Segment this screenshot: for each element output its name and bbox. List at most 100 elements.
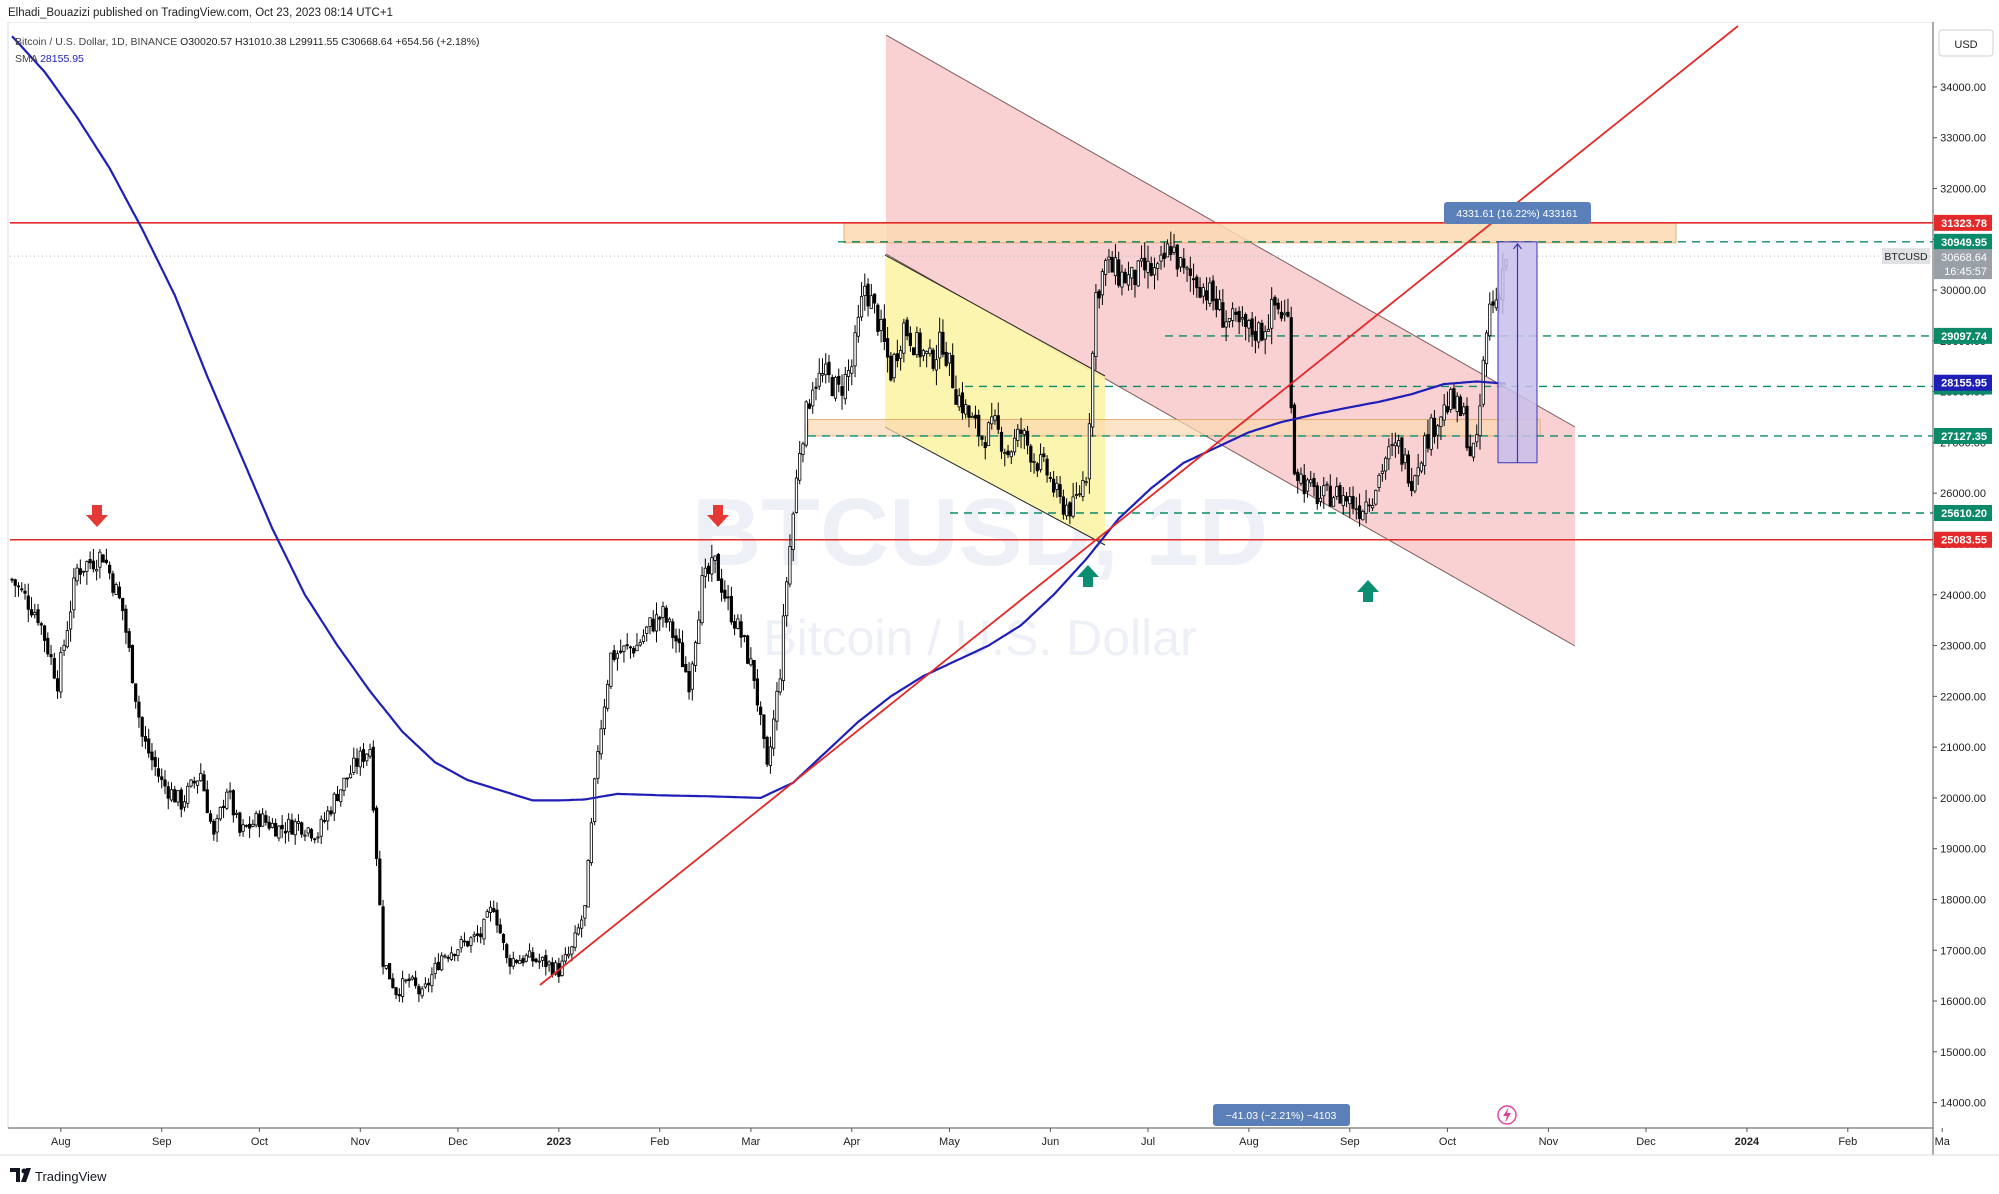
currency-box[interactable] [1938, 29, 1994, 57]
candle [661, 601, 665, 628]
candle [345, 777, 349, 788]
candle [313, 837, 317, 844]
candle [794, 469, 799, 514]
candle [355, 748, 359, 775]
flag-upper-line[interactable] [884, 254, 1106, 377]
candle [1266, 314, 1271, 332]
candle [511, 951, 515, 970]
candle [589, 817, 593, 866]
arrow-down-icon [86, 505, 108, 527]
candle [908, 326, 912, 352]
candle [42, 624, 47, 653]
candle [1296, 468, 1300, 494]
candle [596, 745, 600, 784]
descending-channel[interactable] [886, 35, 1575, 646]
candle [934, 344, 939, 386]
candle [925, 350, 929, 368]
candle [436, 953, 441, 971]
candle [186, 782, 190, 808]
candle [876, 303, 880, 336]
candle [527, 943, 532, 958]
candle [52, 652, 56, 680]
candle [1286, 298, 1290, 318]
candle [1022, 428, 1026, 450]
x-tick-label: Aug [1239, 1136, 1259, 1148]
candle [309, 827, 314, 842]
sma-line[interactable] [11, 35, 1507, 802]
candle [358, 746, 362, 776]
candle [1165, 239, 1170, 258]
candle [212, 818, 216, 841]
candle [928, 339, 932, 357]
tradingview-logo-text: TradingView [35, 1169, 107, 1184]
candle [1357, 493, 1362, 527]
candle [830, 374, 834, 397]
level-badge-29097.74: 29097.74 [1941, 331, 1988, 343]
candle [1302, 464, 1306, 503]
ascending-trendline[interactable] [539, 25, 1739, 986]
candle [449, 946, 454, 962]
candle [1214, 286, 1218, 318]
candle [319, 815, 323, 845]
candle [352, 747, 356, 776]
candle [798, 441, 802, 485]
candle [300, 821, 304, 838]
candle [762, 714, 766, 749]
candle [983, 436, 987, 460]
y-tick-label: 24000.00 [1940, 590, 1986, 602]
candle [1468, 434, 1472, 457]
candle [55, 670, 60, 699]
candle [101, 553, 105, 563]
candle [768, 736, 773, 774]
candle [622, 645, 626, 663]
last-price-value: 30668.64 [1941, 252, 1987, 264]
candle [156, 757, 161, 783]
candle [114, 582, 118, 595]
candle [33, 603, 37, 619]
candle [534, 957, 538, 964]
candle [1123, 268, 1127, 284]
candle [1361, 509, 1365, 521]
candle [433, 957, 437, 980]
candle [108, 561, 112, 580]
candle [1250, 311, 1254, 347]
candle [625, 633, 629, 650]
candle [580, 915, 584, 938]
candle [1175, 244, 1179, 277]
candle [573, 925, 577, 952]
candle [664, 605, 668, 628]
candle [540, 956, 545, 968]
candle [1169, 231, 1173, 261]
candle [1494, 287, 1498, 311]
x-tick-label: Feb [650, 1136, 669, 1148]
candle [280, 815, 284, 839]
candle [365, 753, 369, 766]
candle [1159, 245, 1163, 270]
candle [986, 421, 991, 447]
lightning-icon[interactable] [1497, 1105, 1517, 1125]
candle [827, 354, 831, 383]
candle [1276, 298, 1280, 315]
candle [885, 326, 890, 373]
candle [150, 743, 154, 771]
candle [531, 947, 535, 967]
candle [537, 953, 541, 969]
candle [91, 548, 95, 573]
candle [1224, 310, 1228, 342]
x-tick-label: Jun [1041, 1136, 1059, 1148]
candle [1048, 471, 1052, 483]
candle [384, 965, 388, 971]
candle [65, 621, 69, 649]
price-axis[interactable] [1933, 0, 1999, 1189]
candle [1458, 394, 1463, 417]
candle [189, 779, 193, 788]
candle [1322, 477, 1326, 509]
supply-zone[interactable] [843, 222, 1677, 244]
candle [1390, 432, 1394, 457]
candle [1087, 412, 1092, 494]
candle [339, 789, 343, 807]
candle [641, 629, 646, 644]
candle [1387, 438, 1391, 471]
flag-lower-line[interactable] [884, 426, 1106, 546]
